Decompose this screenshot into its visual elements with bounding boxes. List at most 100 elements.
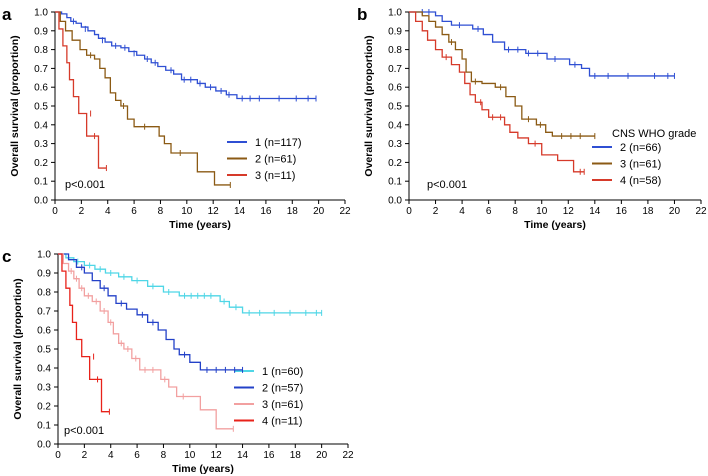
y-tick-label: 0.6 [34,83,48,94]
x-tick-label: 16 [260,206,272,217]
x-tick-label: 20 [316,450,328,461]
y-tick-label: 0.4 [34,120,48,131]
x-tick-label: 20 [669,206,681,217]
legend-label: 1 (n=60) [262,366,303,378]
x-tick-label: 2 [433,206,439,217]
legend-title: CNS WHO grade [612,128,696,140]
legend-label: 3 (n=61) [262,399,303,411]
panel-label: a [2,5,12,24]
y-tick-label: 0.3 [388,139,402,150]
legend-label: 3 (n=11) [255,170,295,182]
survival-curve-1 [55,11,316,100]
y-tick-label: 0.6 [388,83,402,94]
legend-label: 1 (n=117) [255,137,302,149]
survival-curve-3 [409,11,585,173]
y-tick-label: 0.8 [37,288,51,299]
y-axis-label: Overall survival (proportion) [363,35,375,176]
survival-curve-3 [55,11,107,169]
y-axis-label: Overall survival (proportion) [9,35,21,176]
x-tick-label: 6 [486,206,492,217]
x-tick-label: 12 [563,206,575,217]
x-tick-label: 2 [82,450,88,461]
panel-b: b 0.0 0.1 0.2 0.3 0.4 0.5 0.6 0.7 0.8 0.9 1.0 0 2 4 6 8 1… [357,5,707,231]
x-tick-label: 18 [642,206,654,217]
y-tick-label: 0.8 [34,45,48,56]
x-tick-label: 14 [234,206,246,217]
x-tick-label: 12 [211,450,223,461]
x-tick-label: 16 [263,450,275,461]
legend-label: 3 (n=61) [620,159,661,171]
legend-label: 2 (n=61) [255,154,296,166]
x-tick-label: 14 [589,206,601,217]
p-value-label: p<0.001 [64,425,104,437]
y-tick-label: 0.0 [388,196,402,207]
p-value-label: p<0.001 [427,179,467,191]
y-tick-label: 0.0 [37,440,51,451]
panel-label: b [357,5,367,24]
x-tick-label: 0 [52,206,58,217]
y-tick-label: 0.5 [34,102,48,113]
y-tick-label: 0.7 [388,64,402,75]
y-tick-label: 0.5 [388,102,402,113]
y-tick-label: 0.4 [388,120,402,131]
x-tick-label: 18 [287,206,299,217]
y-tick-label: 0.3 [34,139,48,150]
y-tick-label: 0.1 [34,177,48,188]
x-tick-label: 4 [108,450,114,461]
y-axis-label: Overall survival (proportion) [12,278,24,419]
x-tick-label: 14 [237,450,249,461]
y-tick-label: 0.9 [388,26,402,37]
x-tick-label: 12 [208,206,220,217]
survival-curve-2 [409,11,595,137]
y-tick-label: 0.1 [37,421,51,432]
y-tick-label: 0.2 [388,158,402,169]
panel-c: c 0.0 0.1 0.2 0.3 0.4 0.5 0.6 0.7 0.8 0.9 1.0 0 2 4 6 8 1… [2,247,354,475]
y-tick-label: 0.6 [37,326,51,337]
x-axis-label: Time (years) [172,463,234,475]
x-tick-label: 8 [158,206,164,217]
x-tick-label: 4 [105,206,111,217]
legend-label: 4 (n=58) [620,175,661,187]
y-tick-label: 0.2 [37,402,51,413]
x-tick-label: 6 [134,450,140,461]
legend-label: 2 (n=57) [262,383,303,395]
survival-curve-2 [58,253,243,371]
y-tick-label: 0.9 [37,269,51,280]
y-tick-label: 0.3 [37,383,51,394]
survival-curve-3 [58,253,234,430]
x-tick-label: 8 [161,450,167,461]
y-tick-label: 0.7 [37,307,51,318]
survival-curve-1 [58,253,322,314]
panel-label: c [2,247,11,266]
y-tick-label: 0.9 [34,26,48,37]
y-tick-label: 1.0 [37,250,51,261]
y-tick-label: 0.4 [37,364,51,375]
x-tick-label: 16 [616,206,628,217]
survival-curve-1 [409,11,675,77]
panel-a: a 0.0 0.1 0.2 0.3 0.4 0.5 0.6 0.7 0.8 0.9 1.0 0 2 4 6 8 1… [2,5,351,231]
x-tick-label: 0 [406,206,412,217]
y-tick-label: 0.7 [34,64,48,75]
y-tick-label: 1.0 [388,8,402,19]
y-tick-label: 0.2 [34,158,48,169]
p-value-label: p<0.001 [65,179,105,191]
y-tick-label: 0.1 [388,177,402,188]
y-tick-label: 1.0 [34,8,48,19]
x-tick-label: 22 [695,206,707,217]
x-tick-label: 10 [181,206,193,217]
x-tick-label: 4 [459,206,465,217]
x-axis-label: Time (years) [524,219,586,231]
x-tick-label: 22 [339,206,351,217]
legend-label: 2 (n=66) [620,142,661,154]
x-tick-label: 8 [512,206,518,217]
x-tick-label: 10 [184,450,196,461]
x-tick-label: 20 [313,206,325,217]
legend-label: 4 (n=11) [262,416,302,428]
y-tick-label: 0.8 [388,45,402,56]
x-tick-label: 0 [55,450,61,461]
x-tick-label: 2 [79,206,85,217]
y-tick-label: 0.5 [37,345,51,356]
x-axis-label: Time (years) [169,219,231,231]
x-tick-label: 18 [290,450,302,461]
